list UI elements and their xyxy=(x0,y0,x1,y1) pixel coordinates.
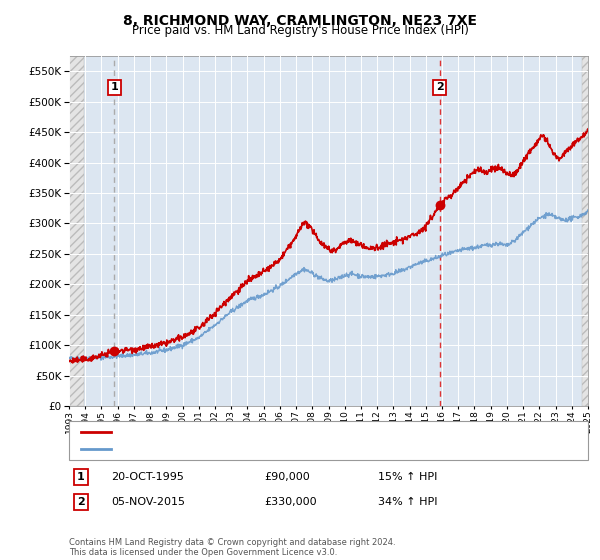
Text: 2: 2 xyxy=(77,497,85,507)
Text: 8, RICHMOND WAY, CRAMLINGTON, NE23 7XE: 8, RICHMOND WAY, CRAMLINGTON, NE23 7XE xyxy=(123,14,477,28)
Text: 15% ↑ HPI: 15% ↑ HPI xyxy=(378,472,437,482)
Text: Price paid vs. HM Land Registry's House Price Index (HPI): Price paid vs. HM Land Registry's House … xyxy=(131,24,469,37)
Text: 1: 1 xyxy=(110,82,118,92)
Text: 1: 1 xyxy=(77,472,85,482)
Text: £90,000: £90,000 xyxy=(264,472,310,482)
Text: 05-NOV-2015: 05-NOV-2015 xyxy=(111,497,185,507)
Text: 8, RICHMOND WAY, CRAMLINGTON, NE23 7XE (detached house): 8, RICHMOND WAY, CRAMLINGTON, NE23 7XE (… xyxy=(114,427,446,437)
Text: 2: 2 xyxy=(436,82,443,92)
Text: Contains HM Land Registry data © Crown copyright and database right 2024.
This d: Contains HM Land Registry data © Crown c… xyxy=(69,538,395,557)
Point xyxy=(435,200,445,209)
Text: HPI: Average price, detached house, Northumberland: HPI: Average price, detached house, Nort… xyxy=(114,444,393,454)
Text: 34% ↑ HPI: 34% ↑ HPI xyxy=(378,497,437,507)
Point xyxy=(110,347,119,356)
Text: 20-OCT-1995: 20-OCT-1995 xyxy=(111,472,184,482)
Text: £330,000: £330,000 xyxy=(264,497,317,507)
